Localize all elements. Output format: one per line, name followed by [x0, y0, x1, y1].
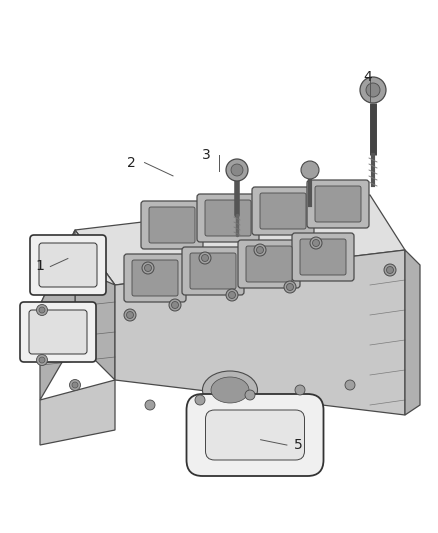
Circle shape — [345, 380, 355, 390]
Text: 1: 1 — [35, 260, 44, 273]
Circle shape — [226, 159, 248, 181]
Text: 2: 2 — [127, 156, 136, 169]
FancyBboxPatch shape — [205, 200, 251, 236]
FancyBboxPatch shape — [260, 193, 306, 229]
FancyBboxPatch shape — [20, 302, 96, 362]
Circle shape — [257, 246, 264, 254]
FancyBboxPatch shape — [252, 187, 314, 235]
Ellipse shape — [202, 371, 258, 409]
Circle shape — [366, 83, 380, 97]
Text: 3: 3 — [201, 148, 210, 161]
FancyBboxPatch shape — [149, 207, 195, 243]
Circle shape — [199, 252, 211, 264]
Polygon shape — [75, 195, 405, 285]
Circle shape — [229, 292, 236, 298]
Circle shape — [254, 244, 266, 256]
FancyBboxPatch shape — [39, 243, 97, 287]
FancyBboxPatch shape — [246, 246, 292, 282]
Circle shape — [245, 390, 255, 400]
Polygon shape — [115, 250, 405, 415]
Text: 5: 5 — [293, 438, 302, 452]
Circle shape — [72, 382, 78, 388]
FancyBboxPatch shape — [238, 240, 300, 288]
Circle shape — [295, 385, 305, 395]
FancyBboxPatch shape — [187, 394, 324, 476]
FancyBboxPatch shape — [300, 239, 346, 275]
Ellipse shape — [211, 377, 249, 403]
Polygon shape — [40, 230, 115, 305]
FancyBboxPatch shape — [124, 254, 186, 302]
FancyBboxPatch shape — [307, 180, 369, 228]
Circle shape — [145, 400, 155, 410]
Circle shape — [36, 304, 47, 316]
Circle shape — [226, 289, 238, 301]
FancyBboxPatch shape — [29, 310, 87, 354]
FancyBboxPatch shape — [315, 186, 361, 222]
FancyBboxPatch shape — [292, 233, 354, 281]
Circle shape — [127, 311, 134, 319]
Circle shape — [169, 299, 181, 311]
Polygon shape — [75, 230, 115, 380]
Text: 4: 4 — [364, 70, 372, 84]
FancyBboxPatch shape — [190, 253, 236, 289]
FancyBboxPatch shape — [197, 194, 259, 242]
FancyBboxPatch shape — [30, 235, 106, 295]
Circle shape — [70, 379, 81, 391]
Polygon shape — [40, 230, 75, 400]
FancyBboxPatch shape — [182, 247, 244, 295]
Circle shape — [195, 395, 205, 405]
Circle shape — [360, 77, 386, 103]
Circle shape — [172, 302, 179, 309]
Circle shape — [384, 264, 396, 276]
Circle shape — [39, 307, 45, 313]
Circle shape — [124, 309, 136, 321]
Circle shape — [301, 161, 319, 179]
Circle shape — [142, 262, 154, 274]
Polygon shape — [405, 250, 420, 415]
FancyBboxPatch shape — [141, 201, 203, 249]
Circle shape — [36, 354, 47, 366]
Circle shape — [39, 357, 45, 363]
Circle shape — [231, 164, 243, 176]
Circle shape — [386, 266, 393, 273]
Circle shape — [284, 281, 296, 293]
Polygon shape — [40, 380, 115, 445]
FancyBboxPatch shape — [205, 410, 304, 460]
Circle shape — [312, 239, 319, 246]
Circle shape — [286, 284, 293, 290]
Circle shape — [145, 264, 152, 271]
FancyBboxPatch shape — [132, 260, 178, 296]
Circle shape — [310, 237, 322, 249]
Circle shape — [201, 254, 208, 262]
